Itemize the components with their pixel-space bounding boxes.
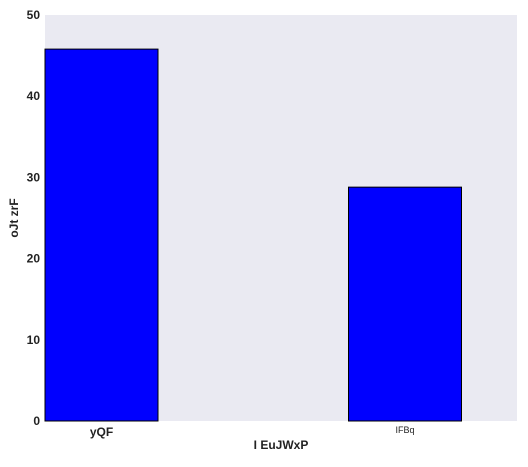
x-tick-label: yQF <box>90 425 113 439</box>
bar-IFBq <box>348 186 462 422</box>
y-tick-label: 20 <box>27 252 41 266</box>
y-tick-label: 40 <box>27 89 41 103</box>
y-tick-label: 10 <box>27 333 41 347</box>
y-tick-label: 30 <box>27 170 41 184</box>
bar-yQF <box>44 48 159 422</box>
y-tick-label: 50 <box>27 8 41 22</box>
x-axis-label: I EuJWxP <box>254 438 309 452</box>
x-tick-label: IFBq <box>395 425 414 435</box>
y-axis-ticks: 0 10 20 30 40 50 <box>27 8 41 428</box>
x-axis-ticks: yQF IFBq <box>90 425 415 439</box>
bars-layer <box>44 48 462 422</box>
y-tick-label: 0 <box>33 414 40 428</box>
y-axis-label: oJt zrF <box>7 198 21 237</box>
